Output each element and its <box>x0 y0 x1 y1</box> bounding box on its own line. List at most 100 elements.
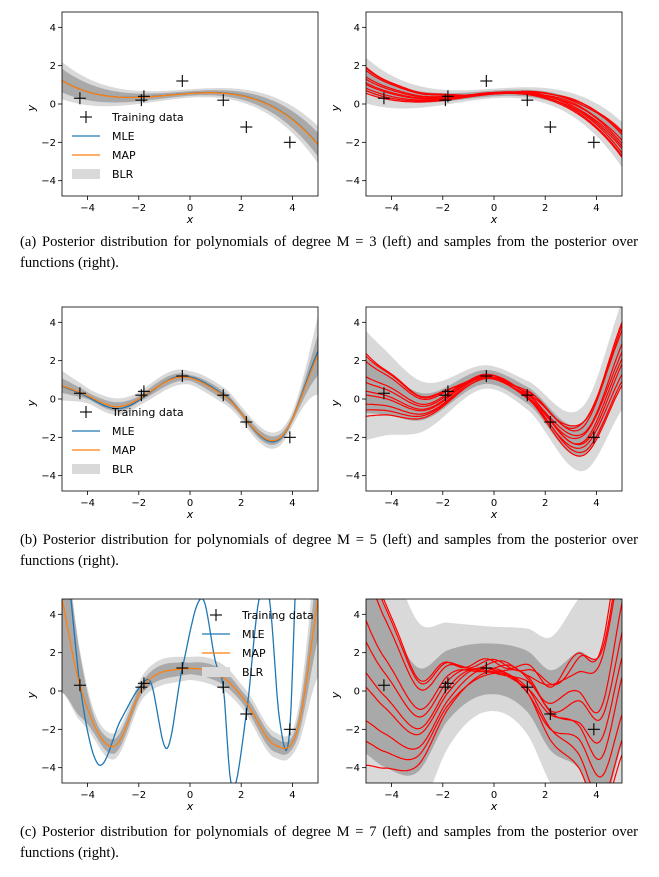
y-tick-label: 4 <box>354 610 360 621</box>
x-tick-label: −2 <box>435 498 450 509</box>
posterior-sample-8 <box>381 599 614 686</box>
y-tick-label: 2 <box>50 61 56 72</box>
x-axis-label: x <box>186 800 194 813</box>
posterior-sample-6 <box>366 343 622 437</box>
y-tick-label: 2 <box>354 61 360 72</box>
chart-b-right: −4 −2 0 2 4 −4 −2 0 2 4 x y <box>329 306 623 521</box>
training-point <box>217 681 230 694</box>
training-point <box>240 708 253 720</box>
training-point <box>377 679 390 692</box>
training-point <box>441 385 454 398</box>
legend-marker-blr <box>202 667 230 677</box>
x-tick-label: −2 <box>435 203 450 214</box>
legend-label: BLR <box>112 168 134 181</box>
map-line <box>62 79 318 146</box>
legend: Training data MLE MAP BLR <box>72 406 184 476</box>
training-point <box>176 370 189 382</box>
training-point <box>441 90 454 103</box>
training-point <box>480 662 493 674</box>
training-point <box>283 431 296 444</box>
chart-a-right: −4 −2 0 2 4 −4 −2 0 2 4 x y <box>329 11 623 226</box>
y-tick-label: −2 <box>345 433 360 444</box>
caption-a-body: Posterior distribution for polynomials o… <box>20 234 638 271</box>
legend-label: Training data <box>111 406 184 419</box>
x-tick-label: 0 <box>187 203 193 214</box>
x-tick-label: 4 <box>289 203 295 214</box>
x-tick-label: −2 <box>435 790 450 801</box>
chart-c-right: −4 −2 0 2 4 −4 −2 0 2 4 x y <box>329 598 623 813</box>
posterior-sample-9 <box>366 321 622 427</box>
y-tick-label: 4 <box>50 610 56 621</box>
x-axis-label: x <box>186 213 194 226</box>
y-tick-label: −2 <box>41 725 56 736</box>
plot-area <box>62 315 318 449</box>
y-axis-label: y <box>25 399 38 407</box>
posterior-sample-5 <box>366 351 622 440</box>
x-tick-label: 0 <box>491 203 497 214</box>
y-tick-label: 4 <box>50 318 56 329</box>
training-point <box>441 677 454 690</box>
y-tick-label: −4 <box>345 176 360 187</box>
training-point <box>73 679 86 692</box>
y-tick-label: −2 <box>41 433 56 444</box>
y-tick-label: 0 <box>50 687 56 698</box>
plot-area <box>62 599 318 783</box>
training-point <box>137 385 150 398</box>
plot-area <box>366 57 622 168</box>
legend-label: MLE <box>112 425 135 438</box>
x-tick-label: −2 <box>131 498 146 509</box>
posterior-sample-4 <box>366 657 622 744</box>
posterior-sample-5 <box>366 632 622 722</box>
chart-a-left: −4 −2 0 2 4 −4 −2 0 2 4 x y Training data MLE MAP BLR <box>25 11 319 226</box>
map-line <box>62 354 318 442</box>
training-point <box>217 94 230 107</box>
caption-b-text: (b) <box>20 532 38 548</box>
training-point <box>137 677 150 690</box>
y-axis-label: y <box>329 104 342 112</box>
x-tick-label: −4 <box>384 498 399 509</box>
training-point <box>240 416 253 428</box>
legend-label: MLE <box>112 130 135 143</box>
x-tick-label: 4 <box>289 498 295 509</box>
legend-label: BLR <box>242 666 264 679</box>
x-tick-label: −4 <box>384 203 399 214</box>
y-tick-label: 4 <box>354 318 360 329</box>
blr-band-inner <box>62 68 318 157</box>
y-tick-label: 0 <box>354 100 360 111</box>
chart-b-left: −4 −2 0 2 4 −4 −2 0 2 4 x y Training data MLE MAP BLR <box>25 306 319 521</box>
x-axis-label: x <box>490 213 498 226</box>
legend-label: MAP <box>112 444 136 457</box>
y-tick-label: −4 <box>345 763 360 774</box>
training-point <box>240 121 253 133</box>
caption-a-text: (a) <box>20 234 37 250</box>
legend-label: MAP <box>242 647 266 660</box>
x-tick-label: −4 <box>80 203 95 214</box>
y-tick-label: −4 <box>41 176 56 187</box>
training-point <box>73 92 86 105</box>
posterior-sample-9 <box>382 599 611 688</box>
x-tick-label: 2 <box>542 498 548 509</box>
x-tick-label: −2 <box>131 203 146 214</box>
posterior-sample-1 <box>366 670 622 783</box>
x-tick-label: 2 <box>238 498 244 509</box>
blr-band-outer <box>366 57 622 168</box>
y-tick-label: −4 <box>41 763 56 774</box>
training-point <box>521 389 534 402</box>
legend: Training data MLE MAP BLR <box>202 609 314 679</box>
training-point <box>587 136 600 149</box>
y-tick-label: −4 <box>41 471 56 482</box>
y-tick-label: 2 <box>354 356 360 367</box>
y-tick-label: −4 <box>345 471 360 482</box>
caption-b-body: Posterior distribution for polynomials o… <box>20 532 638 569</box>
legend-label: MAP <box>112 149 136 162</box>
training-point <box>137 90 150 103</box>
legend-label: Training data <box>111 111 184 124</box>
y-tick-label: 0 <box>50 395 56 406</box>
x-tick-label: 0 <box>187 498 193 509</box>
chart-panels: −4 −2 0 2 4 −4 −2 0 2 4 x y Training data MLE MAP BLR −4… <box>25 11 623 813</box>
map-line <box>62 599 318 750</box>
caption-c-body: Posterior distribution for polynomials o… <box>20 824 638 861</box>
x-tick-label: −4 <box>384 790 399 801</box>
x-tick-label: 2 <box>238 790 244 801</box>
x-tick-label: 4 <box>593 790 599 801</box>
